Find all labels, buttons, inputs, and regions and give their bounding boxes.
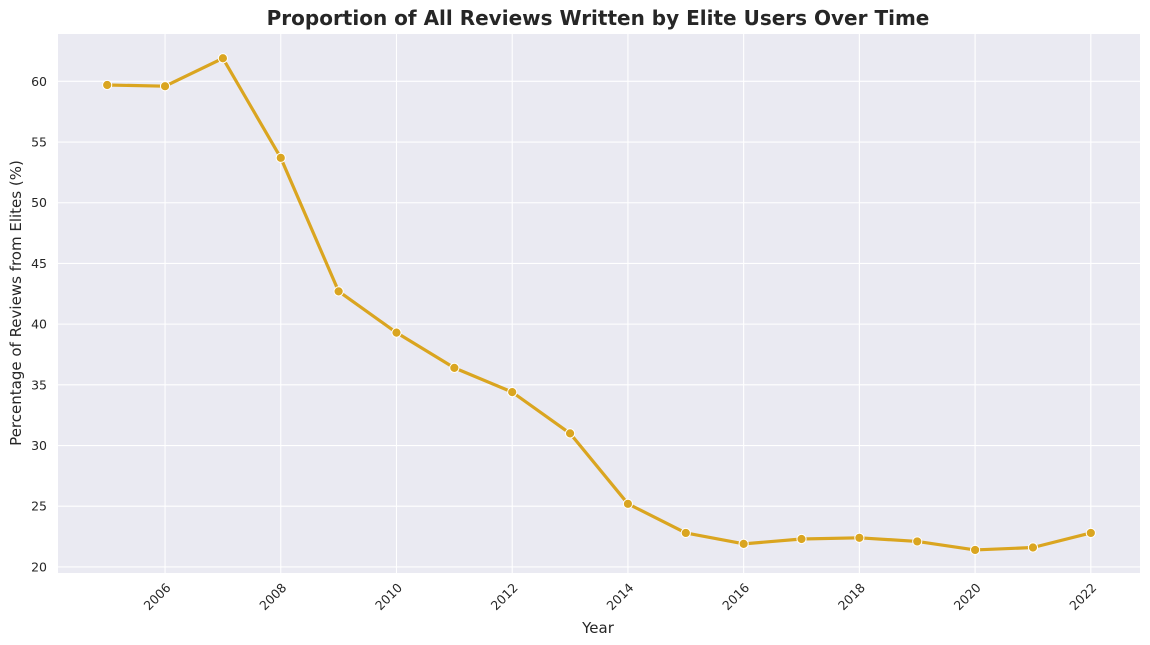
data-point bbox=[333, 286, 344, 297]
y-tick-label: 60 bbox=[31, 74, 47, 89]
data-point bbox=[912, 536, 923, 547]
x-tick-labels: 2006 2008 2010 2012 2014 2016 2018 2020 2022 bbox=[141, 580, 1100, 613]
y-tick-label: 40 bbox=[31, 317, 47, 332]
series-line bbox=[105, 56, 1093, 552]
y-axis-label: Percentage of Reviews from Elites (%) bbox=[7, 160, 25, 446]
data-point bbox=[391, 327, 402, 338]
x-tick-label: 2016 bbox=[719, 580, 752, 613]
y-tick-label: 50 bbox=[31, 195, 47, 210]
data-point bbox=[217, 53, 229, 64]
data-point bbox=[1085, 527, 1096, 539]
data-point bbox=[854, 532, 865, 543]
data-point bbox=[102, 79, 113, 91]
data-point bbox=[275, 152, 286, 163]
x-tick-label: 2012 bbox=[488, 580, 521, 613]
x-tick-label: 2010 bbox=[372, 580, 405, 613]
data-point bbox=[796, 533, 807, 545]
data-point bbox=[1027, 542, 1039, 553]
y-tick-label: 20 bbox=[31, 559, 47, 574]
series-layer bbox=[105, 56, 1093, 552]
marker-layer bbox=[102, 53, 1096, 556]
y-tick-label: 45 bbox=[31, 256, 47, 271]
data-point bbox=[738, 538, 749, 549]
data-point bbox=[622, 498, 634, 509]
x-tick-label: 2022 bbox=[1066, 580, 1099, 613]
data-point bbox=[507, 387, 518, 398]
grid-lines bbox=[58, 34, 1140, 573]
data-point bbox=[159, 81, 171, 92]
data-point bbox=[564, 428, 576, 439]
x-tick-label: 2006 bbox=[141, 580, 174, 613]
data-point bbox=[680, 527, 691, 539]
y-tick-labels: 20 25 30 35 40 45 50 55 60 bbox=[31, 74, 47, 575]
x-tick-label: 2014 bbox=[603, 580, 636, 613]
chart-title: Proportion of All Reviews Written by Eli… bbox=[267, 6, 930, 30]
data-point bbox=[969, 544, 981, 556]
x-axis-label: Year bbox=[581, 619, 615, 637]
y-tick-label: 55 bbox=[31, 135, 47, 150]
plot-area bbox=[58, 34, 1140, 573]
y-tick-label: 30 bbox=[31, 438, 47, 453]
y-tick-label: 35 bbox=[31, 377, 47, 392]
x-tick-label: 2020 bbox=[951, 580, 984, 613]
y-tick-label: 25 bbox=[31, 499, 47, 514]
data-point bbox=[449, 362, 460, 373]
x-tick-label: 2008 bbox=[256, 580, 289, 613]
x-tick-label: 2018 bbox=[835, 580, 868, 613]
